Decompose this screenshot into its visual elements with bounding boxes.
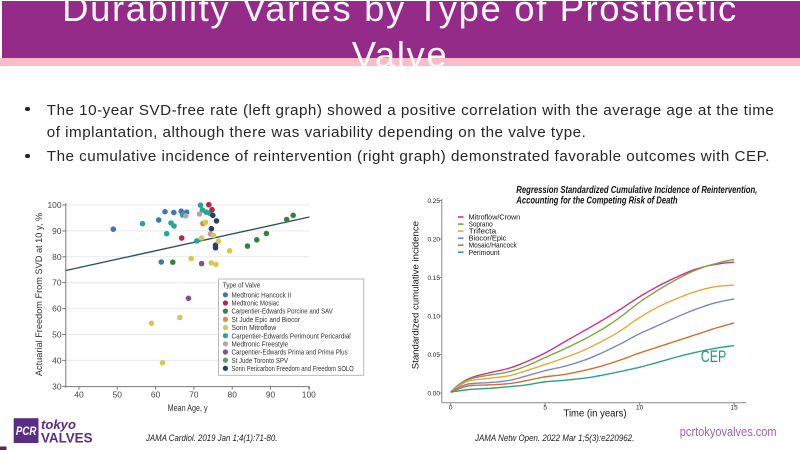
svg-text:0.10: 0.10: [427, 313, 440, 320]
svg-text:PCR: PCR: [16, 424, 37, 438]
svg-text:St Jude Toronto SPV: St Jude Toronto SPV: [232, 356, 289, 365]
svg-text:Actuarial Freedom From SVD at: Actuarial Freedom From SVD at 10 y, %: [34, 213, 44, 376]
svg-text:Time (in years): Time (in years): [564, 409, 627, 420]
svg-text:Mitroflow/Crown: Mitroflow/Crown: [469, 213, 521, 222]
svg-text:90: 90: [52, 226, 62, 236]
svg-text:90: 90: [266, 390, 276, 400]
svg-text:Regression Standardized Cumula: Regression Standardized Cumulative Incid…: [516, 185, 757, 196]
svg-text:Accounting for the Competing R: Accounting for the Competing Risk of Dea…: [516, 196, 678, 207]
svg-text:40: 40: [52, 355, 62, 365]
svg-text:80: 80: [52, 252, 62, 262]
svg-text:70: 70: [52, 278, 62, 288]
svg-text:Sorin Mitroflow: Sorin Mitroflow: [232, 323, 277, 332]
svg-text:0: 0: [449, 405, 453, 412]
svg-text:30: 30: [52, 381, 62, 391]
svg-text:Sorin Pericarbon Freedom and F: Sorin Pericarbon Freedom and Freedom SOL…: [232, 364, 355, 373]
svg-text:70: 70: [189, 390, 199, 400]
svg-text:JAMA Netw Open. 2022 Mar 1;5(3: JAMA Netw Open. 2022 Mar 1;5(3):e220962.: [474, 433, 634, 444]
svg-text:0.05: 0.05: [427, 352, 440, 359]
svg-text:Soprano: Soprano: [469, 220, 493, 229]
svg-text:0.20: 0.20: [427, 236, 440, 243]
svg-text:pcrtokyovalves.com: pcrtokyovalves.com: [680, 424, 777, 439]
svg-text:Medtronic Freestyle: Medtronic Freestyle: [232, 339, 289, 348]
svg-text:10: 10: [636, 405, 644, 412]
svg-text:Biocor/Epic: Biocor/Epic: [469, 234, 507, 243]
svg-text:Carpentier-Edwards Porcine and: Carpentier-Edwards Porcine and SAV: [232, 307, 333, 316]
svg-text:80: 80: [228, 390, 238, 400]
svg-text:0.25: 0.25: [427, 198, 440, 205]
svg-text:50: 50: [52, 330, 62, 340]
svg-text:Type of Valve: Type of Valve: [223, 281, 260, 290]
svg-text:15: 15: [731, 405, 739, 412]
svg-text:0.15: 0.15: [427, 275, 440, 282]
svg-text:100: 100: [48, 200, 62, 210]
svg-text:Medtronic Mosiac: Medtronic Mosiac: [232, 299, 280, 308]
svg-text:Mosaic/Hancock: Mosaic/Hancock: [469, 241, 518, 250]
svg-text:60: 60: [151, 390, 161, 400]
svg-text:Mean Age, y: Mean Age, y: [168, 403, 208, 413]
svg-text:60: 60: [52, 304, 62, 314]
svg-text:St Jude Epic and Biocor: St Jude Epic and Biocor: [232, 315, 301, 324]
svg-text:Perimount: Perimount: [469, 248, 500, 257]
svg-text:tokyo: tokyo: [41, 417, 76, 432]
svg-text:40: 40: [74, 390, 84, 400]
svg-text:Trifecta: Trifecta: [469, 227, 497, 236]
svg-text:Carpentier-Edwards Prima and P: Carpentier-Edwards Prima and Prima Plus: [232, 348, 349, 357]
svg-text:JAMA Cardiol. 2019 Jan 1;4(1):: JAMA Cardiol. 2019 Jan 1;4(1):71-80.: [145, 433, 277, 444]
svg-text:100: 100: [302, 390, 316, 400]
svg-text:50: 50: [113, 390, 123, 400]
svg-text:Carpentier-Edwards Perimount P: Carpentier-Edwards Perimount Pericardial: [232, 331, 352, 340]
svg-text:VALVES: VALVES: [41, 430, 93, 445]
svg-text:0.00: 0.00: [427, 390, 440, 397]
svg-text:Medtronic Hancock II: Medtronic Hancock II: [232, 290, 292, 299]
svg-text:Standardized cumulative incide: Standardized cumulative incidence: [411, 221, 422, 369]
svg-text:5: 5: [543, 405, 547, 412]
svg-text:CEP: CEP: [701, 348, 727, 366]
